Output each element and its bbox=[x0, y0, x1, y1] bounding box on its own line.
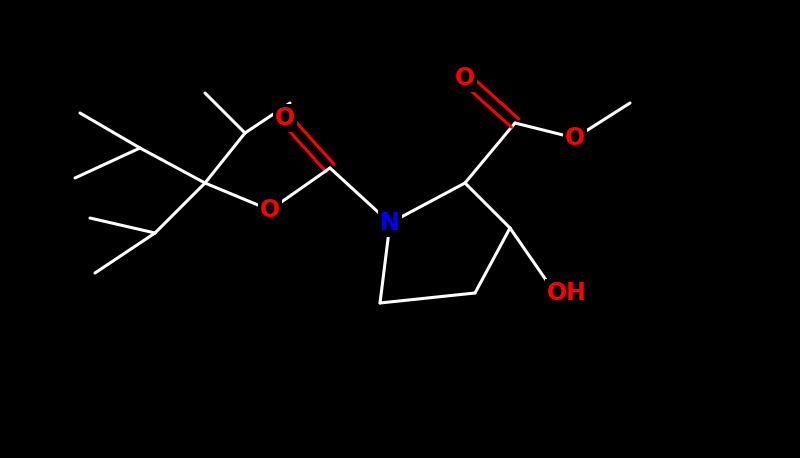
Text: OH: OH bbox=[547, 281, 587, 305]
Text: O: O bbox=[455, 66, 475, 90]
Text: O: O bbox=[565, 126, 585, 150]
Text: N: N bbox=[380, 211, 400, 235]
Text: O: O bbox=[275, 106, 295, 130]
Text: O: O bbox=[260, 198, 280, 222]
